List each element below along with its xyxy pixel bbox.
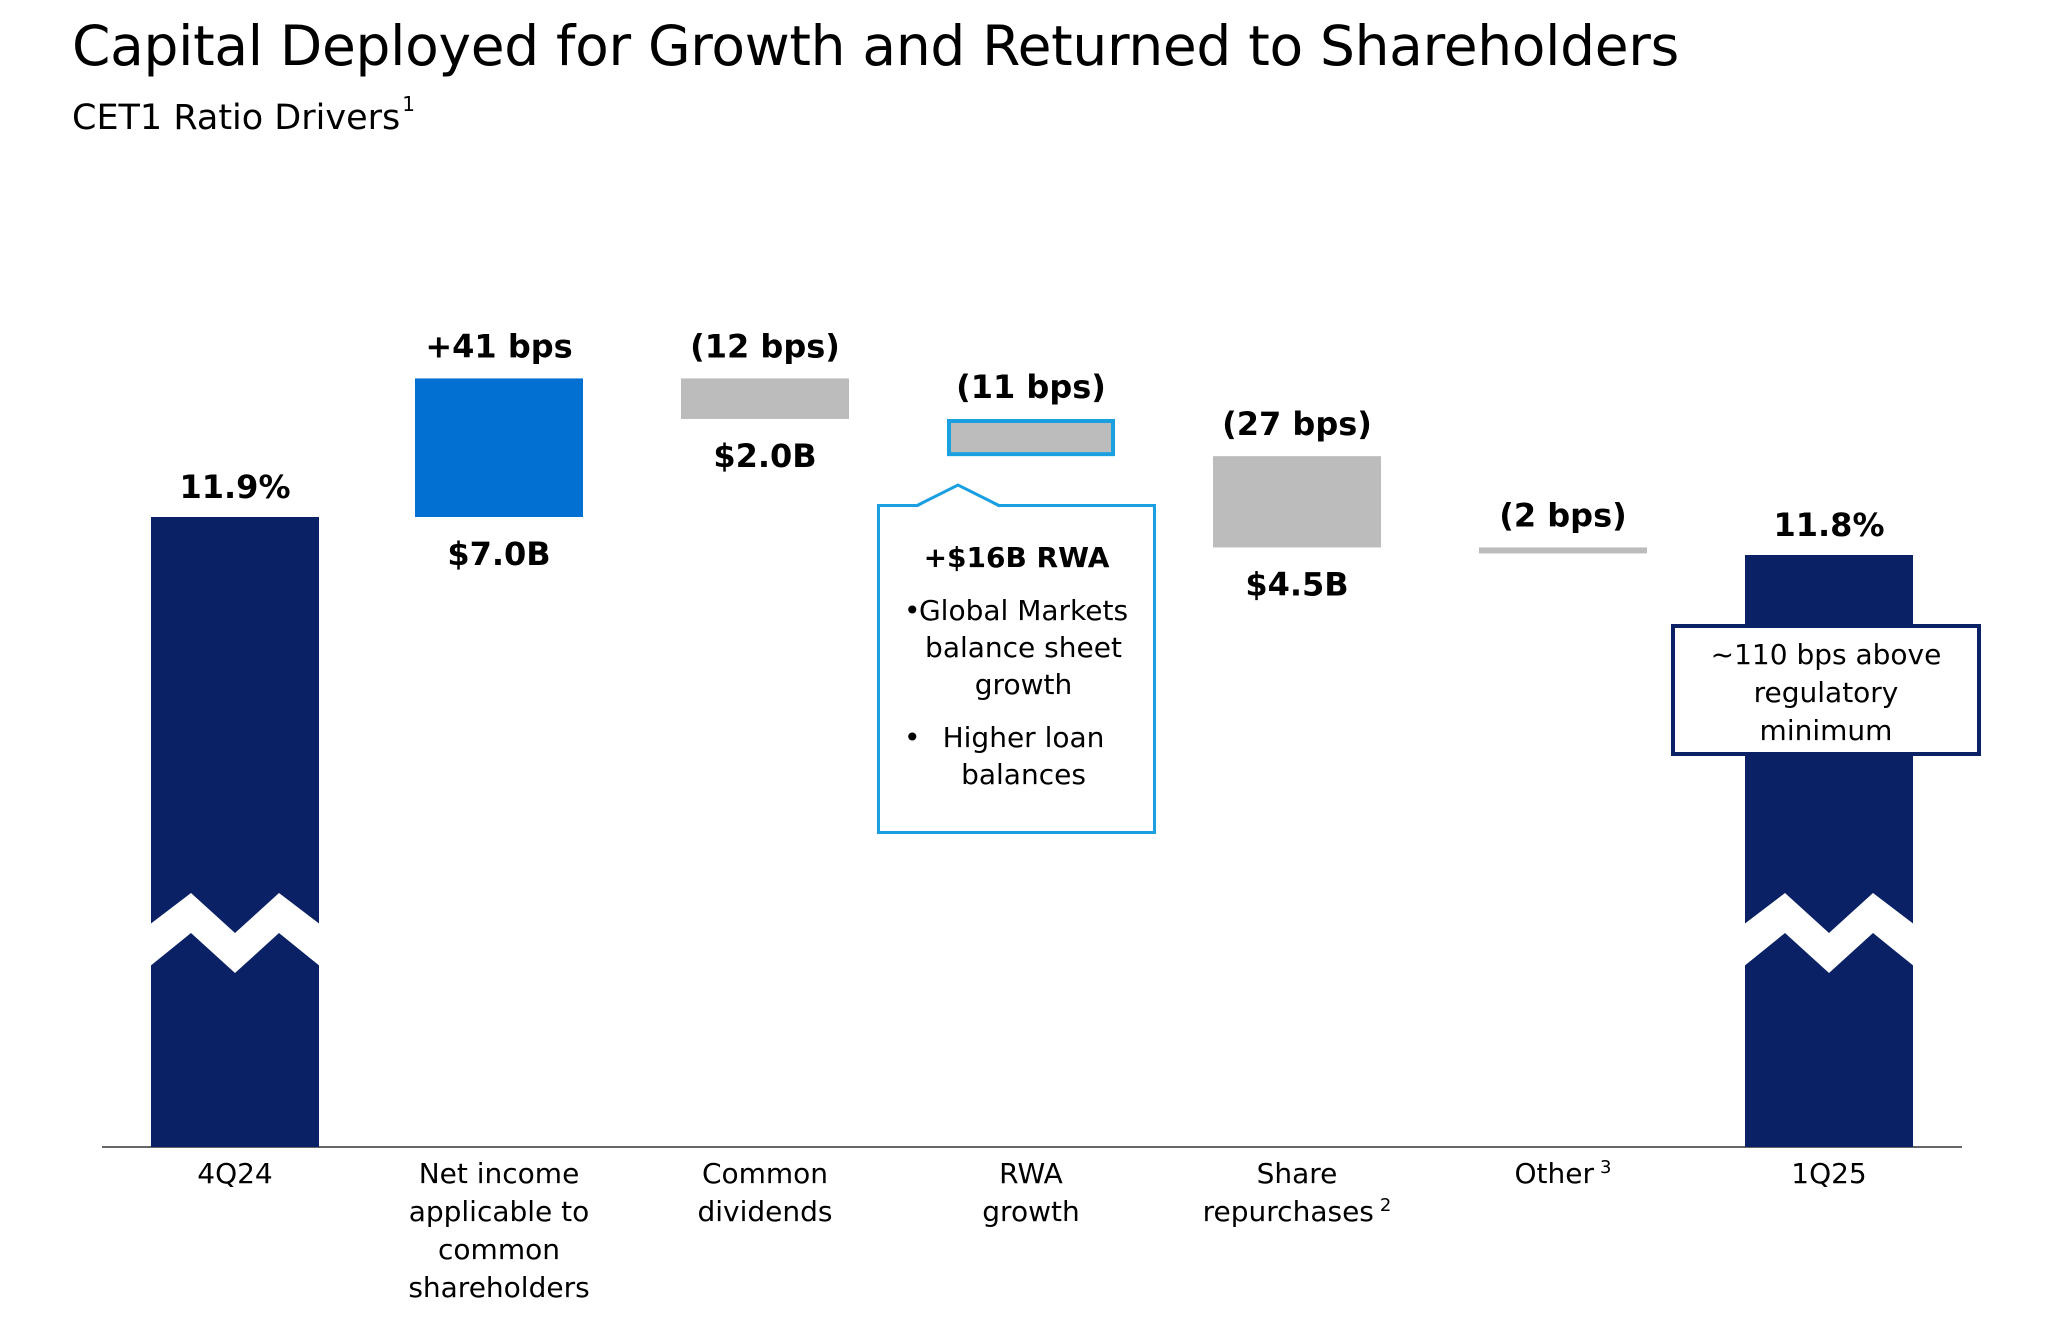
bar-change-label: (27 bps) (1222, 405, 1372, 443)
page-subtitle: CET1 Ratio Drivers 1 (72, 92, 415, 138)
rwa-callout-title: +$16B RWA (923, 541, 1110, 574)
bar-increase (415, 378, 583, 517)
subtitle-footnote: 1 (402, 92, 415, 116)
category-label: dividends (697, 1195, 832, 1228)
regulatory-callout-line: ~110 bps above (1710, 638, 1942, 671)
axis-break-mark (149, 893, 321, 973)
rwa-callout-bullet: Higher loan balances (896, 719, 1137, 793)
category-footnote: 2 (1380, 1195, 1391, 1216)
bar-decrease (1479, 547, 1647, 554)
rwa-callout-list: Global Markets balance sheet growth High… (880, 592, 1153, 793)
category-label: Share (1257, 1157, 1338, 1190)
category-label: Other 3 (1515, 1157, 1612, 1190)
rwa-bullet-line: balance sheet (925, 631, 1122, 664)
bar-change-label: (2 bps) (1499, 496, 1627, 534)
category-label: 4Q24 (197, 1157, 272, 1190)
category-label: applicable to (409, 1195, 590, 1228)
regulatory-callout: ~110 bps above regulatory minimum (1671, 624, 1981, 756)
bar-amount-label: $7.0B (447, 535, 550, 573)
category-label: shareholders (408, 1271, 589, 1304)
bar-total (151, 517, 319, 1147)
bar-amount-label: $2.0B (713, 437, 816, 475)
category-label: repurchases 2 (1203, 1195, 1392, 1228)
rwa-callout-bullet: Global Markets balance sheet growth (896, 592, 1137, 703)
page-title: Capital Deployed for Growth and Returned… (72, 14, 1679, 78)
axis-break-mark (1743, 893, 1915, 973)
regulatory-callout-line: regulatory (1753, 676, 1899, 709)
bar-value-label: 11.9% (179, 468, 290, 506)
bar-change-label: (12 bps) (690, 327, 840, 365)
bar-decrease (1213, 456, 1381, 548)
bar-change-label: (11 bps) (956, 368, 1106, 406)
category-label: 1Q25 (1791, 1157, 1866, 1190)
category-label: Common (702, 1157, 828, 1190)
rwa-bullet-line: Higher loan (942, 721, 1105, 754)
bar-value-label: 11.8% (1773, 506, 1884, 544)
category-label: common (438, 1233, 560, 1266)
subtitle-text: CET1 Ratio Drivers (72, 98, 401, 138)
rwa-callout: +$16B RWA Global Markets balance sheet g… (877, 504, 1156, 834)
category-label: growth (982, 1195, 1079, 1228)
rwa-bullet-line: Global Markets (918, 594, 1129, 627)
rwa-bullet-line: balances (961, 758, 1086, 791)
bar-decrease (681, 378, 849, 419)
category-footnote: 3 (1600, 1157, 1611, 1178)
category-label: Net income (419, 1157, 580, 1190)
bar-change-label: +41 bps (425, 327, 572, 365)
rwa-bullet-line: growth (974, 668, 1073, 701)
bar-amount-label: $4.5B (1245, 565, 1348, 603)
bar-decrease-highlight (947, 418, 1115, 457)
category-label: RWA (999, 1157, 1063, 1190)
regulatory-callout-line: minimum (1759, 714, 1893, 747)
